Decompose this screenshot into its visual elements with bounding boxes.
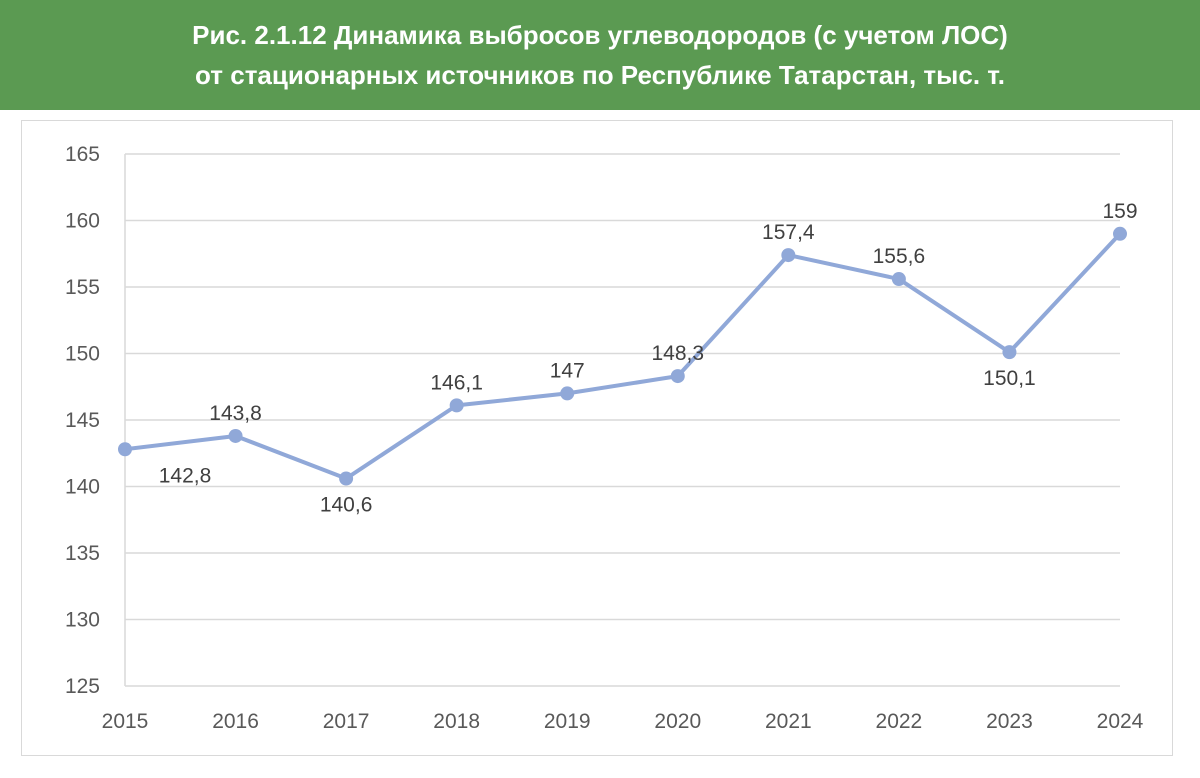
data-label: 155,6 bbox=[873, 245, 926, 268]
data-point bbox=[339, 471, 354, 486]
data-label: 142,8 bbox=[159, 464, 212, 487]
data-point bbox=[1002, 345, 1017, 360]
data-points bbox=[118, 226, 1127, 486]
data-point bbox=[560, 386, 575, 401]
y-axis-ticks: 125 130 135 140 145 150 155 160 165 bbox=[65, 143, 100, 698]
data-point bbox=[118, 442, 132, 457]
data-point bbox=[670, 369, 685, 384]
chart-title-banner: Рис. 2.1.12 Динамика выбросов углеводоро… bbox=[0, 0, 1200, 110]
y-tick-label: 160 bbox=[65, 210, 100, 233]
data-point bbox=[891, 272, 906, 287]
data-label: 148,3 bbox=[651, 342, 704, 365]
gridlines bbox=[124, 153, 1120, 687]
data-label: 150,1 bbox=[983, 367, 1036, 390]
series-path bbox=[123, 231, 1122, 481]
x-tick-label: 2018 bbox=[433, 710, 480, 733]
series-line bbox=[123, 231, 1122, 481]
data-label: 140,6 bbox=[320, 494, 373, 517]
y-tick-label: 140 bbox=[65, 476, 100, 499]
y-tick-label: 155 bbox=[65, 276, 100, 299]
data-label: 159 bbox=[1102, 200, 1137, 223]
y-tick-label: 135 bbox=[65, 542, 100, 565]
x-tick-label: 2020 bbox=[654, 710, 701, 733]
x-tick-label: 2024 bbox=[1097, 710, 1144, 733]
x-tick-label: 2015 bbox=[102, 710, 149, 733]
x-tick-label: 2021 bbox=[765, 710, 812, 733]
y-tick-label: 150 bbox=[65, 343, 100, 366]
data-label: 146,1 bbox=[430, 371, 483, 394]
x-tick-label: 2016 bbox=[212, 710, 259, 733]
x-tick-label: 2023 bbox=[986, 710, 1033, 733]
chart-title-line-1: Рис. 2.1.12 Динамика выбросов углеводоро… bbox=[192, 20, 1008, 50]
x-axis-ticks: 2015 2016 2017 2018 2019 2020 2021 2022 2023 2024 bbox=[102, 710, 1144, 733]
data-labels: 142,8 143,8 140,6 146,1 147 148,3 157,4 155,6 15… bbox=[159, 200, 1138, 517]
x-tick-label: 2017 bbox=[323, 710, 370, 733]
y-tick-label: 165 bbox=[65, 143, 100, 166]
x-tick-label: 2022 bbox=[876, 710, 923, 733]
y-tick-label: 130 bbox=[65, 609, 100, 632]
data-point bbox=[228, 428, 243, 443]
data-label: 157,4 bbox=[762, 221, 815, 244]
y-tick-label: 125 bbox=[65, 675, 100, 698]
data-label: 143,8 bbox=[209, 402, 262, 425]
x-tick-label: 2019 bbox=[544, 710, 591, 733]
data-point bbox=[1113, 226, 1127, 241]
chart-title-line-2: от стационарных источников по Республике… bbox=[195, 60, 1005, 90]
data-point bbox=[781, 248, 796, 263]
data-label: 147 bbox=[550, 359, 585, 382]
data-point bbox=[449, 398, 464, 413]
y-tick-label: 145 bbox=[65, 409, 100, 432]
